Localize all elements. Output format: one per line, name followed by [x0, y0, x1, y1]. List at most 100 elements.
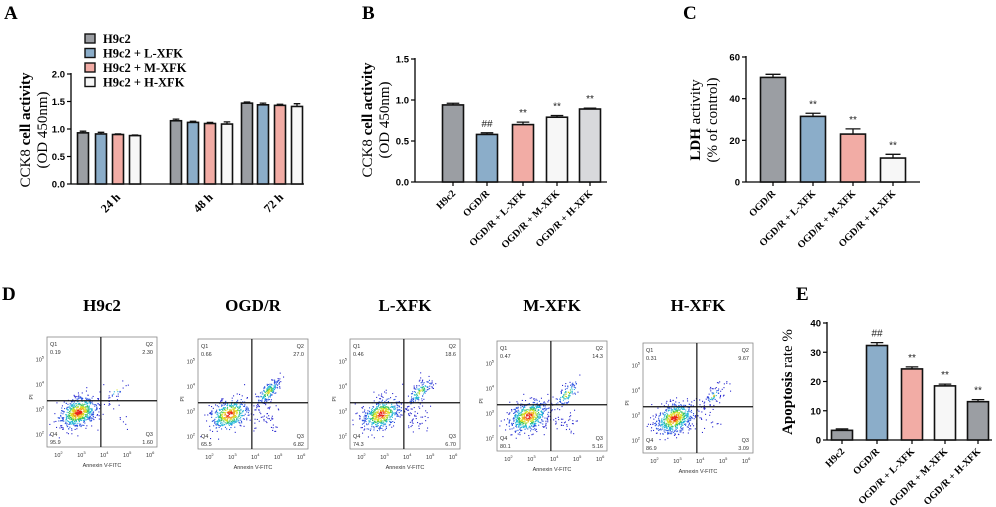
bar — [511, 123, 535, 183]
event-point — [84, 402, 86, 404]
event-point — [536, 418, 538, 420]
event-point — [682, 424, 684, 426]
event-point — [247, 407, 249, 409]
event-point — [525, 425, 527, 427]
event-point — [89, 420, 91, 422]
event-point — [392, 405, 394, 407]
event-point — [269, 386, 271, 388]
event-point — [543, 401, 545, 403]
event-point — [682, 429, 684, 431]
event-point — [564, 393, 566, 395]
event-point — [392, 421, 394, 423]
event-point — [689, 428, 691, 430]
event-point — [679, 424, 681, 426]
event-point — [656, 432, 658, 434]
event-point — [378, 420, 380, 422]
event-point — [116, 395, 118, 397]
event-point — [215, 416, 217, 418]
event-point — [373, 420, 375, 422]
event-point — [675, 429, 677, 431]
event-point — [680, 417, 682, 419]
event-point — [670, 412, 672, 414]
event-point — [380, 425, 382, 427]
event-point — [220, 412, 222, 414]
event-point — [533, 426, 535, 428]
event-point — [214, 421, 216, 423]
event-point — [661, 420, 663, 422]
event-point — [89, 398, 91, 400]
event-point — [652, 422, 654, 424]
event-point — [538, 405, 540, 407]
event-point — [663, 419, 665, 421]
quadrant-label: Q4 — [50, 432, 57, 438]
event-point — [571, 423, 573, 425]
event-point — [74, 397, 76, 399]
event-point — [228, 409, 230, 411]
event-point — [519, 418, 521, 420]
event-point — [671, 428, 673, 430]
event-point — [511, 409, 513, 411]
event-point — [678, 414, 680, 416]
event-point — [266, 422, 268, 424]
event-point — [381, 420, 383, 422]
tick-exponent: 2 — [492, 434, 495, 439]
quadrant-label: Q3 — [449, 434, 456, 440]
event-point — [69, 426, 71, 428]
significance-marker: ## — [481, 119, 493, 130]
event-point — [540, 410, 542, 412]
event-point — [681, 424, 683, 426]
event-point — [234, 426, 236, 428]
event-point — [531, 414, 533, 416]
event-point — [386, 417, 388, 419]
event-point — [418, 428, 420, 430]
event-point — [541, 415, 543, 417]
event-point — [512, 418, 514, 420]
event-point — [647, 423, 649, 425]
event-point — [373, 409, 375, 411]
event-point — [84, 407, 86, 409]
event-point — [81, 408, 83, 410]
event-point — [371, 426, 373, 428]
event-point — [377, 419, 379, 421]
event-point — [561, 424, 563, 426]
event-point — [677, 411, 679, 413]
event-point — [385, 417, 387, 419]
event-point — [713, 394, 715, 396]
event-point — [666, 430, 668, 432]
event-point — [525, 419, 527, 421]
event-point — [117, 395, 119, 397]
event-point — [85, 411, 87, 413]
event-point — [368, 410, 370, 412]
event-point — [418, 397, 420, 399]
legend-label: H9c2 + H-XFK — [103, 76, 185, 90]
event-point — [669, 420, 671, 422]
event-point — [406, 406, 408, 408]
event-point — [240, 416, 242, 418]
event-point — [686, 417, 688, 419]
event-point — [694, 415, 696, 417]
event-point — [73, 424, 75, 426]
event-point — [519, 415, 521, 417]
event-point — [676, 425, 678, 427]
event-point — [87, 412, 89, 414]
event-point — [234, 421, 236, 423]
event-point — [228, 423, 230, 425]
event-point — [547, 393, 549, 395]
plot-frame — [349, 338, 461, 450]
event-point — [423, 391, 425, 393]
event-point — [423, 382, 425, 384]
event-point — [266, 392, 268, 394]
event-point — [247, 414, 249, 416]
event-point — [239, 410, 241, 412]
event-point — [225, 410, 227, 412]
event-point — [379, 412, 381, 414]
event-point — [691, 416, 693, 418]
event-point — [661, 423, 663, 425]
event-point — [72, 409, 74, 411]
event-point — [394, 414, 396, 416]
event-point — [81, 399, 83, 401]
event-point — [359, 415, 361, 417]
event-point — [79, 403, 81, 405]
